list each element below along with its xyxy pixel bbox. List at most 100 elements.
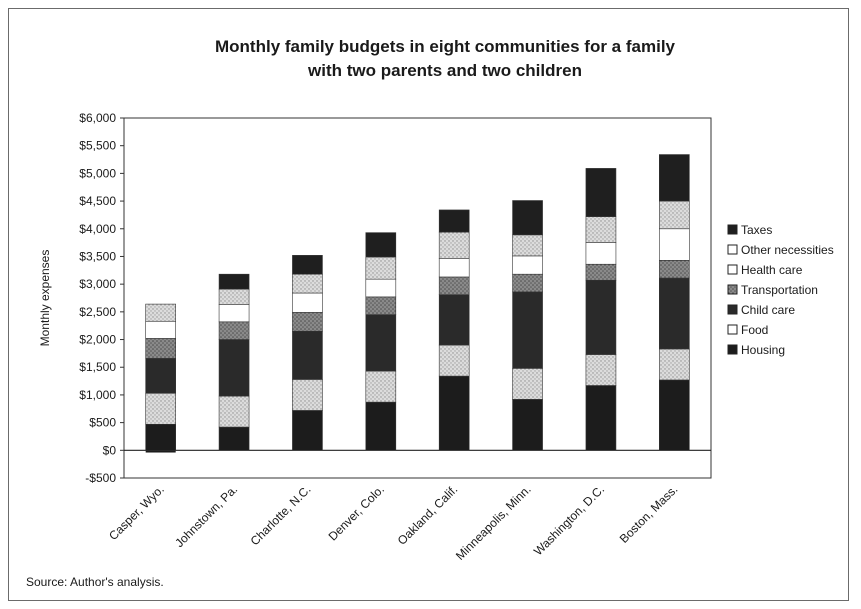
bar-segment-health-care xyxy=(145,320,176,339)
x-tick-label: Washington, D.C. xyxy=(531,482,607,558)
source-note: Source: Author's analysis. xyxy=(26,575,164,589)
bar-segment-housing xyxy=(292,410,323,451)
bar-segment-food xyxy=(512,368,543,400)
x-tick-label: Casper, Wyo. xyxy=(106,482,167,543)
y-tick-label: $1,500 xyxy=(79,360,116,374)
y-tick-label: $6,000 xyxy=(79,111,116,125)
bar-segment-housing xyxy=(512,399,543,451)
bar-segment-food xyxy=(438,344,470,377)
bar-segment-health-care xyxy=(292,292,323,313)
bar-segment-other-necessities xyxy=(585,216,617,243)
bar-segment-child-care xyxy=(659,277,690,350)
y-tick-label: $3,000 xyxy=(79,277,116,291)
y-tick-label: $1,000 xyxy=(79,388,116,402)
bar-segment-food xyxy=(659,348,690,381)
x-tick-label: Charlotte, N.C. xyxy=(248,482,314,548)
legend: Taxes Other necessities Health care Transpo… xyxy=(727,223,834,357)
bar-segment-child-care xyxy=(218,339,250,397)
bar-segment-child-care xyxy=(585,279,617,355)
bar-segment-taxes xyxy=(585,168,617,217)
y-tick-label: $0 xyxy=(103,443,117,457)
x-tick-label: Johnstown, Pa. xyxy=(172,482,240,550)
legend-swatch-housing xyxy=(727,344,738,355)
bar-segment-other-necessities xyxy=(512,234,543,257)
legend-swatch-taxes xyxy=(727,224,738,235)
bar-segment-taxes xyxy=(292,255,323,275)
y-tick-label: $4,000 xyxy=(79,222,116,236)
bar-segment-transportation xyxy=(292,312,323,332)
bar-segment-food xyxy=(585,354,617,386)
plot-area xyxy=(123,117,712,479)
bar-segment-food xyxy=(145,392,176,425)
legend-label: Child care xyxy=(741,303,795,317)
bar-segment-child-care xyxy=(512,291,543,369)
bar-segment-health-care xyxy=(512,255,543,275)
y-axis-label: Monthly expenses xyxy=(38,250,52,347)
bar-segment-health-care xyxy=(438,258,470,278)
bar-segment-other-necessities xyxy=(292,273,323,294)
bar-segment-transportation xyxy=(585,263,617,281)
bar-segment-food xyxy=(365,370,397,403)
bar-segment-housing xyxy=(145,423,176,451)
chart-title-line-2: with two parents and two children xyxy=(307,61,582,80)
legend-label: Transportation xyxy=(741,283,818,297)
bar-segment-housing xyxy=(365,401,397,451)
bar-segment-negative xyxy=(145,450,176,453)
bar-segment-taxes xyxy=(512,200,543,236)
x-tick-label: Denver, Colo. xyxy=(326,482,387,543)
bar-segment-child-care xyxy=(438,294,470,346)
legend-label: Taxes xyxy=(741,223,772,237)
bar-segment-health-care xyxy=(585,242,617,265)
bar-segment-other-necessities xyxy=(438,231,470,259)
bar-segment-health-care xyxy=(218,304,250,323)
bar-segment-child-care xyxy=(292,330,323,380)
y-tick-label: -$500 xyxy=(85,471,116,485)
bar-segment-child-care xyxy=(365,314,397,372)
bar-segment-health-care xyxy=(365,278,397,298)
bar-segment-other-necessities xyxy=(365,256,397,280)
x-tick-label: Oakland, Calif. xyxy=(395,482,461,548)
legend-swatch-other-necessities xyxy=(727,244,738,255)
legend-label: Food xyxy=(741,323,768,337)
bar-segment-transportation xyxy=(218,321,250,340)
y-tick-label: $5,000 xyxy=(79,166,116,180)
y-axis-ticks: -$500 $0 $500 $1,000 $1,500 $2,000 $2,500 $3,00… xyxy=(79,111,124,485)
bar-segment-transportation xyxy=(145,338,176,359)
bar-segment-housing xyxy=(218,426,250,451)
legend-label: Other necessities xyxy=(741,243,834,257)
bar-segment-other-necessities xyxy=(218,288,250,305)
bar-segment-food xyxy=(292,379,323,411)
legend-label: Health care xyxy=(741,263,803,277)
y-tick-label: $2,000 xyxy=(79,333,116,347)
chart-title: Monthly family budgets in eight communit… xyxy=(215,37,676,80)
bar-segment-taxes xyxy=(218,273,250,290)
x-tick-label: Boston, Mass. xyxy=(617,482,681,546)
bar-segment-housing xyxy=(659,379,690,451)
bar-segment-other-necessities xyxy=(145,303,176,322)
bar-segment-taxes xyxy=(365,232,397,258)
bar-segment-transportation xyxy=(659,260,690,279)
y-tick-label: $5,500 xyxy=(79,139,116,153)
bar-segment-health-care xyxy=(659,228,690,261)
x-axis-ticks: Casper, Wyo. Johnstown, Pa. Charlotte, N.C… xyxy=(106,482,680,563)
y-tick-label: $3,500 xyxy=(79,249,116,263)
bar-segment-transportation xyxy=(438,276,470,295)
legend-swatch-health-care xyxy=(727,264,738,275)
legend-swatch-food xyxy=(727,324,738,335)
plot-border xyxy=(123,117,712,479)
bars xyxy=(145,154,690,453)
bar-segment-transportation xyxy=(512,273,543,293)
y-tick-label: $4,500 xyxy=(79,194,116,208)
bar-segment-transportation xyxy=(365,296,397,315)
x-tick-label: Minneapolis, Minn. xyxy=(453,482,534,563)
bar-segment-housing xyxy=(585,385,617,451)
bar-segment-child-care xyxy=(145,358,176,394)
y-tick-label: $2,500 xyxy=(79,305,116,319)
bar-segment-taxes xyxy=(659,154,690,202)
bar-segment-food xyxy=(218,395,250,428)
y-tick-label: $500 xyxy=(89,416,116,430)
bar-segment-other-necessities xyxy=(659,200,690,230)
chart-title-line-1: Monthly family budgets in eight communit… xyxy=(215,37,676,56)
legend-swatch-transportation xyxy=(727,284,738,295)
